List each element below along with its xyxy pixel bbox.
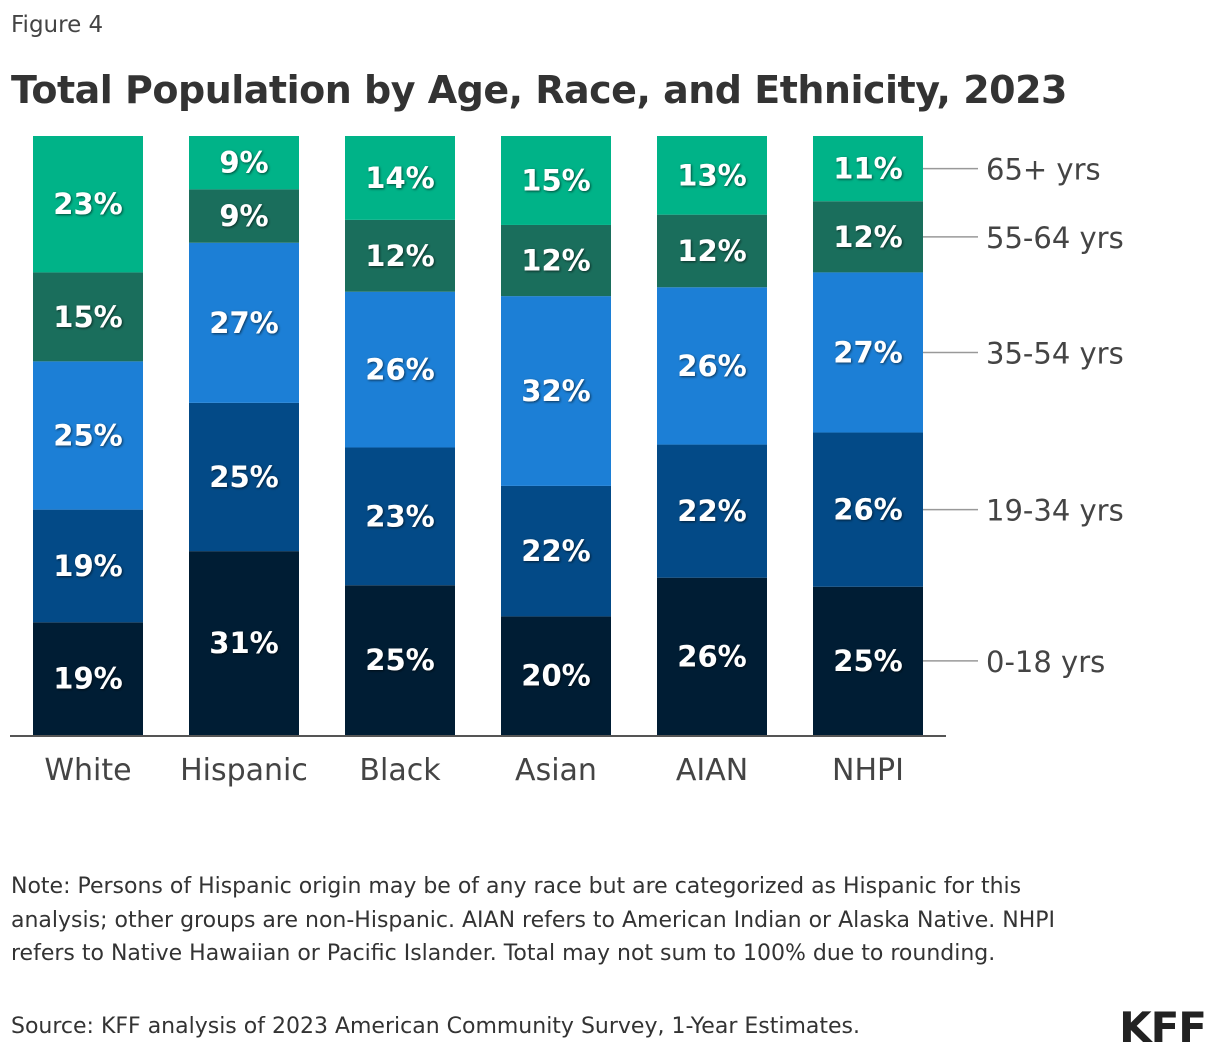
x-tick-label: AIAN [676,753,748,788]
bar-segment-hispanic-3 [189,189,299,243]
data-label: 26% [365,353,434,387]
bar-segment-hispanic-2 [189,242,299,403]
data-label: 32% [521,374,590,408]
data-label: 12% [365,239,434,273]
chart-title: Total Population by Age, Race, and Ethni… [11,68,1067,112]
x-tick-label: White [44,753,131,788]
x-tick-label: NHPI [832,753,904,788]
data-label: 12% [521,244,590,278]
x-tick-label: Hispanic [180,753,308,788]
legend-label: 19-34 yrs [986,494,1124,528]
data-label: 25% [833,644,902,678]
data-label: 26% [677,639,746,673]
bar-segment-black-0 [345,585,455,735]
bar-segment-aian-1 [657,444,767,578]
x-tick-label: Black [359,753,441,788]
stacked-bar-chart: 19% 19% 25% 15% 23% White 31% 25% 27% 9% 9% Hispani… [10,136,1124,788]
data-label: 12% [677,234,746,268]
data-label: 27% [833,335,902,369]
bar-segment-asian-3 [501,224,611,297]
data-label: 23% [53,187,122,221]
data-label: 26% [833,493,902,527]
bar-segment-nhpi-0 [813,586,923,735]
bar-segment-white-4 [33,136,143,273]
figure-label: Figure 4 [11,12,104,38]
legend-label: 0-18 yrs [986,645,1105,679]
bar-segment-aian-4 [657,136,767,215]
bar-segment-white-0 [33,622,143,735]
bar-segment-asian-2 [501,296,611,486]
bar-segment-aian-0 [657,577,767,735]
bar-segment-hispanic-4 [189,136,299,190]
x-tick-label: Asian [515,753,597,788]
bar-segment-asian-4 [501,136,611,225]
data-label: 11% [833,152,902,186]
legend-label: 65+ yrs [986,153,1101,187]
data-label: 19% [53,549,122,583]
data-label: 25% [53,419,122,453]
data-label: 22% [677,494,746,528]
bar-segment-black-2 [345,291,455,448]
bar-segment-nhpi-3 [813,201,923,273]
data-label: 14% [365,161,434,195]
data-label: 27% [209,306,278,340]
data-label: 22% [521,534,590,568]
bar-segment-nhpi-1 [813,432,923,587]
legend-label: 35-54 yrs [986,336,1124,370]
bar-segment-nhpi-4 [813,136,923,202]
bar-segment-white-3 [33,272,143,362]
bar-segment-black-1 [345,447,455,586]
data-label: 31% [209,626,278,660]
data-label: 19% [53,662,122,696]
data-label: 26% [677,349,746,383]
data-label: 23% [365,499,434,533]
data-label: 25% [365,643,434,677]
bar-segment-black-4 [345,136,455,220]
chart-note: Note: Persons of Hispanic origin may be … [11,874,1056,967]
bar-segment-nhpi-2 [813,272,923,433]
bar-segment-aian-3 [657,214,767,288]
chart-source: Source: KFF analysis of 2023 American Co… [11,1014,860,1039]
legend-label: 55-64 yrs [986,221,1124,255]
bar-segment-aian-2 [657,287,767,445]
data-label: 9% [219,146,268,180]
bar-segment-white-2 [33,361,143,510]
data-label: 13% [677,158,746,192]
data-label: 15% [53,300,122,334]
data-label: 20% [521,659,590,693]
bar-segment-white-1 [33,509,143,623]
bar-segment-hispanic-0 [189,551,299,735]
kff-logo: KFF [1119,1003,1207,1052]
data-label: 25% [209,460,278,494]
bar-segment-black-3 [345,219,455,292]
bar-segment-asian-0 [501,616,611,735]
data-label: 9% [219,199,268,233]
data-label: 15% [521,163,590,197]
data-label: 12% [833,220,902,254]
bar-segment-asian-1 [501,485,611,617]
bar-segment-hispanic-1 [189,402,299,552]
